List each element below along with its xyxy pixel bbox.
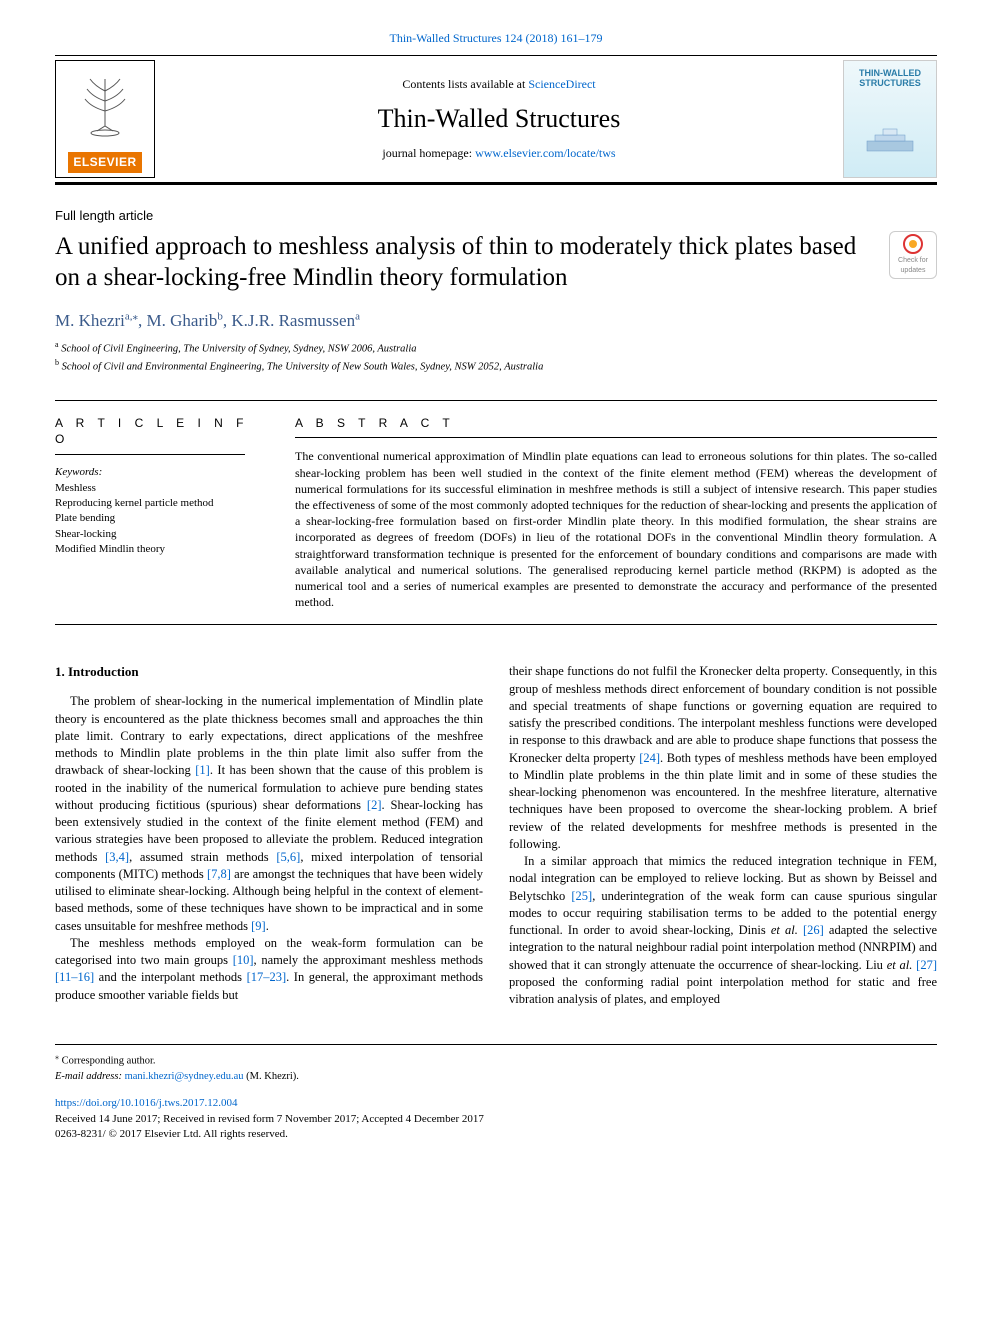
- citation-link[interactable]: [3,4]: [105, 850, 129, 864]
- contents-line: Contents lists available at ScienceDirec…: [402, 76, 595, 93]
- journal-cover[interactable]: THIN-WALLED STRUCTURES: [843, 60, 937, 178]
- contents-prefix: Contents lists available at: [402, 77, 528, 91]
- citation-link[interactable]: [2]: [367, 798, 382, 812]
- abstract-text: The conventional numerical approximation…: [295, 448, 937, 610]
- copyright-line: 0263-8231/ © 2017 Elsevier Ltd. All righ…: [55, 1127, 937, 1142]
- header-center: Contents lists available at ScienceDirec…: [155, 56, 843, 182]
- et-al: et al.: [771, 923, 798, 937]
- elsevier-name: ELSEVIER: [68, 152, 141, 173]
- body-divider: [55, 624, 937, 625]
- top-journal-ref-link[interactable]: Thin-Walled Structures 124 (2018) 161–17…: [390, 31, 603, 45]
- author-3[interactable]: , K.J.R. Rasmussen: [223, 311, 355, 330]
- homepage-line: journal homepage: www.elsevier.com/locat…: [382, 145, 615, 162]
- body-text: . Both types of meshless methods have be…: [509, 751, 937, 851]
- abstract-divider: [295, 437, 937, 438]
- affil-a-text: School of Civil Engineering, The Univers…: [59, 344, 417, 355]
- homepage-prefix: journal homepage:: [382, 146, 475, 160]
- citation-link[interactable]: [1]: [195, 763, 210, 777]
- author-1[interactable]: M. Khezri: [55, 311, 125, 330]
- journal-cover-title: THIN-WALLED STRUCTURES: [848, 69, 932, 89]
- body-column-right: their shape functions do not fulfil the …: [509, 663, 937, 1008]
- citation-link[interactable]: [10]: [233, 953, 254, 967]
- sciencedirect-link[interactable]: ScienceDirect: [528, 77, 595, 91]
- body-columns: 1. Introduction The problem of shear-loc…: [55, 663, 937, 1008]
- authors: M. Khezria,⁎, M. Gharibb, K.J.R. Rasmuss…: [55, 309, 937, 333]
- body-paragraph: their shape functions do not fulfil the …: [509, 663, 937, 853]
- doi-link[interactable]: https://doi.org/10.1016/j.tws.2017.12.00…: [55, 1097, 238, 1109]
- journal-cover-image-icon: [856, 107, 923, 169]
- citation-link[interactable]: [17–23]: [247, 970, 287, 984]
- title-row: A unified approach to meshless analysis …: [55, 231, 937, 294]
- citation-link[interactable]: [7,8]: [207, 867, 231, 881]
- article-info-heading: A R T I C L E I N F O: [55, 415, 265, 449]
- homepage-link[interactable]: www.elsevier.com/locate/tws: [475, 146, 616, 160]
- et-al: et al.: [887, 958, 913, 972]
- info-divider: [55, 454, 245, 455]
- body-text: their shape functions do not fulfil the …: [509, 664, 937, 764]
- journal-name: Thin-Walled Structures: [378, 101, 621, 137]
- affiliations: a School of Civil Engineering, The Unive…: [55, 339, 937, 375]
- abstract-heading: A B S T R A C T: [295, 415, 937, 432]
- keyword: Shear-locking: [55, 527, 265, 542]
- body-paragraph: The problem of shear-locking in the nume…: [55, 693, 483, 935]
- keyword: Plate bending: [55, 511, 265, 526]
- abstract-column: A B S T R A C T The conventional numeric…: [295, 415, 937, 611]
- doi-line: https://doi.org/10.1016/j.tws.2017.12.00…: [55, 1096, 937, 1111]
- elsevier-logo[interactable]: ELSEVIER: [55, 60, 155, 178]
- dates-line: Received 14 June 2017; Received in revis…: [55, 1112, 937, 1127]
- citation-link[interactable]: [5,6]: [276, 850, 300, 864]
- body-text: , namely the approximant meshless method…: [254, 953, 483, 967]
- citation-link[interactable]: [26]: [803, 923, 824, 937]
- body-paragraph: In a similar approach that mimics the re…: [509, 853, 937, 1008]
- footer: ⁎ Corresponding author. E-mail address: …: [55, 1044, 937, 1142]
- keyword: Reproducing kernel particle method: [55, 496, 265, 511]
- article-info-column: A R T I C L E I N F O Keywords: Meshless…: [55, 415, 265, 611]
- email-link[interactable]: mani.khezri@sydney.edu.au: [122, 1071, 244, 1082]
- article-type: Full length article: [55, 207, 937, 225]
- body-text: .: [266, 919, 269, 933]
- corr-label: Corresponding author.: [59, 1056, 156, 1067]
- crossmark-button[interactable]: Check for updates: [889, 231, 937, 279]
- citation-link[interactable]: [24]: [639, 751, 660, 765]
- body-column-left: 1. Introduction The problem of shear-loc…: [55, 663, 483, 1008]
- author-3-affil: a: [355, 311, 360, 323]
- body-text: proposed the conforming radial point int…: [509, 975, 937, 1006]
- citation-link[interactable]: [25]: [571, 889, 592, 903]
- email-label: E-mail address:: [55, 1071, 122, 1082]
- citation-link[interactable]: [27]: [916, 958, 937, 972]
- header-box: ELSEVIER Contents lists available at Sci…: [55, 55, 937, 185]
- author-1-affil: a,: [125, 311, 133, 323]
- keyword: Modified Mindlin theory: [55, 542, 265, 557]
- meta-section: A R T I C L E I N F O Keywords: Meshless…: [55, 400, 937, 611]
- body-paragraph: The meshless methods employed on the wea…: [55, 935, 483, 1004]
- section-heading: 1. Introduction: [55, 663, 483, 681]
- elsevier-tree-icon: [75, 61, 135, 152]
- citation-link[interactable]: [11–16]: [55, 970, 94, 984]
- top-journal-ref: Thin-Walled Structures 124 (2018) 161–17…: [55, 30, 937, 47]
- corresponding-author: ⁎ Corresponding author.: [55, 1051, 937, 1069]
- affiliation-a: a School of Civil Engineering, The Unive…: [55, 339, 937, 357]
- affil-b-text: School of Civil and Environmental Engine…: [59, 362, 543, 373]
- article-title: A unified approach to meshless analysis …: [55, 231, 875, 294]
- email-suffix: (M. Khezri).: [244, 1071, 299, 1082]
- citation-link[interactable]: [9]: [251, 919, 266, 933]
- body-text: and the interpolant methods: [94, 970, 246, 984]
- affiliation-b: b School of Civil and Environmental Engi…: [55, 357, 937, 375]
- crossmark-label: Check for updates: [890, 256, 936, 276]
- author-2[interactable]: , M. Gharib: [138, 311, 217, 330]
- keyword: Meshless: [55, 481, 265, 496]
- body-text: , assumed strain methods: [129, 850, 276, 864]
- keywords-label: Keywords:: [55, 465, 265, 480]
- email-line: E-mail address: mani.khezri@sydney.edu.a…: [55, 1070, 937, 1085]
- crossmark-icon: [903, 234, 923, 254]
